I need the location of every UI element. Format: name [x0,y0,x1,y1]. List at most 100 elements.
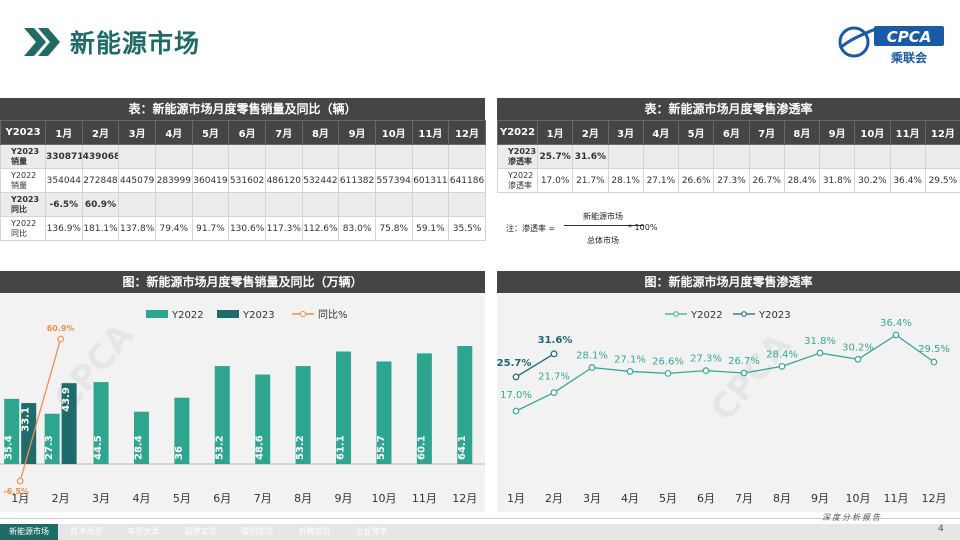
table-cell [264,192,303,217]
bar-label: 44.5 [93,435,104,460]
page-title: 新能源市场 [70,29,201,58]
bar-label: 33.1 [21,407,32,432]
column-header: 10月 [374,120,413,145]
table-header-row: Y2022 1月 2月 3月 4月 5月 6月 7月 8月 9月 10月 11月 12月 [497,120,960,145]
note-numerator: 新能源市场 [583,212,623,221]
series-line-y2022 [515,334,935,412]
column-header: 12月 [924,120,960,145]
x-tick-label: 1月 [11,492,29,505]
table-cell [783,144,821,169]
legend-label: Y2023 [758,310,791,321]
x-tick-label: 6月 [697,492,715,505]
column-header: 11月 [411,120,450,145]
table-cell [301,144,340,169]
bar-y2023 [61,383,77,464]
row-label: Y2022 渗透率 [497,168,538,193]
bar-y2022 [416,353,432,464]
table-cell: 445079 [118,168,156,193]
note-prefix: 注：渗透率 = [506,224,556,233]
legend-swatch [146,310,168,318]
column-header: 5月 [677,120,715,145]
row-label: Y2022 同比 [0,216,46,241]
table-cell: 28.4% [783,168,821,193]
bar-label: 43.9 [61,387,72,412]
x-tick-label: 4月 [621,492,639,505]
logo-subtext: 乘联会 [890,50,928,65]
x-tick-label: 8月 [294,492,312,505]
table-cell: 59.1% [411,216,450,241]
row-label: Y2023 渗透率 [497,144,538,169]
data-label: 25.7% [497,358,531,369]
table-cell: 136.9% [45,216,83,241]
table-cell: 29.5% [924,168,960,193]
nav-tab[interactable]: 企业竞争 [355,527,388,536]
nav-tab[interactable]: 级别定位 [241,527,274,536]
table-cell: 26.7% [748,168,785,193]
table-cell [924,144,960,169]
penetration-chart-bg [497,293,960,512]
column-header: 3月 [118,120,156,145]
x-tick-label: 11月 [884,492,909,505]
table-row: Y2022 销量 354044 272848 445079 283999 360419 53… [0,168,486,193]
data-point [626,368,634,375]
sales-table: Y2023 1月 2月 3月 4月 5月 6月 7月 8月 9月 10月 11月 12月 Y2023 销量… [0,120,486,241]
table-cell: 330871 [45,144,83,169]
legend-label: 同比% [318,309,348,321]
table-cell [677,144,715,169]
column-header: 8月 [783,120,821,145]
nav-tab[interactable]: 品牌定位 [184,527,217,536]
column-header: 11月 [889,120,926,145]
footer-nav-bar [0,524,960,540]
cpca-watermark: CPCA [703,325,799,429]
x-tick-label: 11月 [412,492,437,505]
x-tick-label: 5月 [173,492,191,505]
table-cell [448,144,486,169]
bar-y2023 [21,403,37,464]
x-tick-label: 7月 [735,492,753,505]
x-tick-label: 12月 [922,492,947,505]
bar-y2022 [4,398,20,464]
data-point [892,331,900,339]
x-tick-label: 2月 [545,492,563,505]
legend-label: Y2022 [171,310,204,321]
bar-label: 27.3 [44,435,55,460]
table-cell [154,192,193,217]
yoy-label: -6.5% [3,487,29,496]
legend-label: Y2022 [690,310,723,321]
table-cell [338,144,376,169]
bar-y2022 [255,374,271,464]
column-header: 9月 [818,120,856,145]
table-cell [448,192,486,217]
bar-label: 35.4 [4,435,15,460]
bar-label: 48.6 [255,435,266,460]
table-cell [338,192,376,217]
table-cell: 25.7% [536,144,574,169]
table-row: Y2022 渗透率 17.0% 21.7% 28.1% 27.1% 26.6% 27.3% 2… [497,168,960,193]
table-cell: 91.7% [191,216,230,241]
footer-slogan: 深度分析报告 [822,513,882,522]
data-point [702,367,710,375]
table-cell: 26.6% [677,168,715,193]
data-label: 31.6% [538,335,573,346]
table-cell [642,144,680,169]
x-tick-label: 3月 [92,492,110,505]
table-cell: 117.3% [264,216,303,241]
nav-tab[interactable]: 新能源市场 [0,524,58,540]
data-point [588,364,596,371]
table-cell: 532442 [301,168,340,193]
column-header: 9月 [338,120,376,145]
table-cell: 31.6% [572,144,609,169]
column-header: 5月 [191,120,230,145]
legend: Y2022 Y2023 [665,310,791,321]
legend-label: Y2023 [242,310,275,321]
table-cell: 283999 [154,168,193,193]
legend-marker [673,311,679,317]
nav-tab[interactable]: 技术类型 [70,527,103,536]
table-cell [607,144,644,169]
x-tick-label: 8月 [773,492,791,505]
table-header-row: Y2023 1月 2月 3月 4月 5月 6月 7月 8月 9月 10月 11月 12月 [0,120,486,145]
nav-tab[interactable]: 车型大类 [127,527,160,536]
table-cell: 611382 [338,168,376,193]
nav-tab[interactable]: 价格定位 [298,527,331,536]
table-cell [228,192,266,217]
